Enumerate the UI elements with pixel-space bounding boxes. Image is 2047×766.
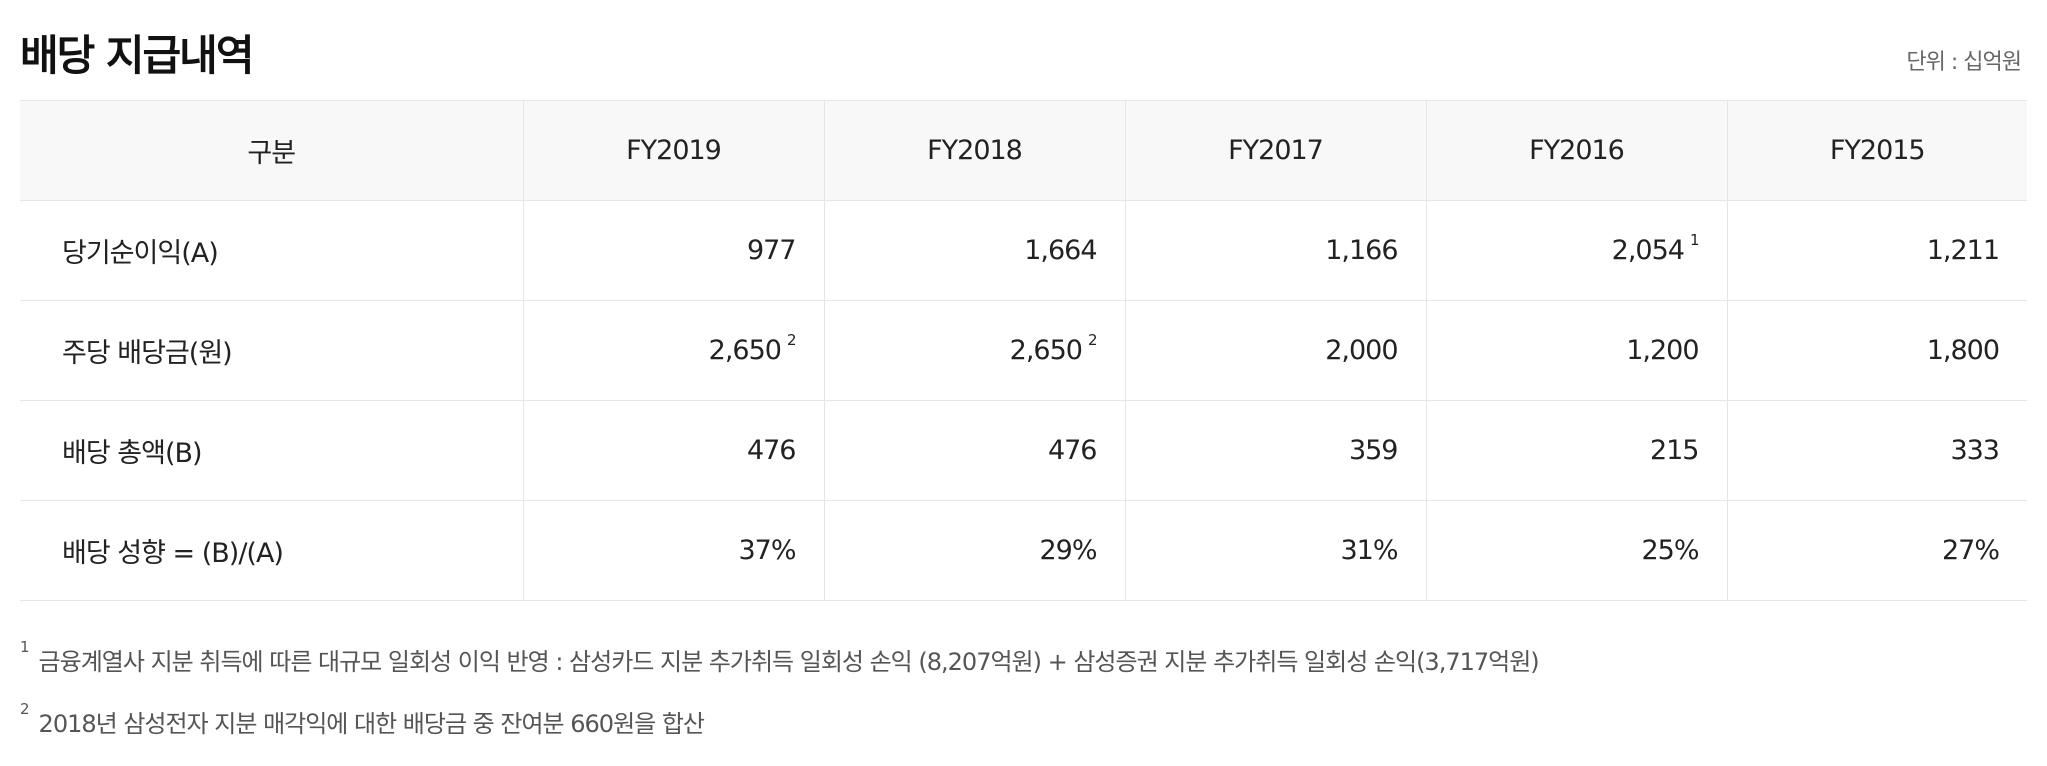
column-header: FY2018 [823, 100, 1125, 201]
column-header: FY2017 [1124, 100, 1426, 201]
table-cell: 1,664 [823, 200, 1125, 301]
cell-value: 27% [1941, 535, 2000, 566]
table-cell: 1,211 [1726, 200, 2027, 301]
cell-value: 1,664 [1024, 235, 1097, 266]
table-row: 배당 성향 = (B)/(A) 37% 29% 31% 25% 27% [20, 500, 2027, 601]
column-header: FY2016 [1425, 100, 1727, 201]
column-header: FY2019 [522, 100, 824, 201]
footnote-ref: 2 [1087, 331, 1097, 349]
table-cell: 2,650 2 [823, 300, 1125, 401]
cell-value: 31% [1340, 535, 1398, 566]
table-cell: 476 [522, 400, 824, 501]
table-cell: 2,000 [1124, 300, 1426, 401]
cell-value: 1,200 [1626, 335, 1699, 366]
cell-value: 333 [1950, 435, 2000, 466]
footnote-ref: 2 [786, 331, 796, 349]
cell-value: 2,650 [1009, 335, 1083, 366]
table-cell: 2,054 1 [1425, 200, 1727, 301]
cell-value: 1,211 [1926, 235, 2000, 266]
table-cell: 1,166 [1124, 200, 1426, 301]
cell-value: 2,000 [1325, 335, 1398, 366]
table-cell: 2,650 2 [522, 300, 824, 401]
table-row: 배당 총액(B) 476 476 359 215 333 [20, 400, 2027, 501]
table-header-row: 구분 FY2019 FY2018 FY2017 FY2016 FY2015 [20, 100, 2027, 201]
footnote-mark: 2 [20, 700, 29, 718]
footnote-text: 2018년 삼성전자 지분 매각익에 대한 배당금 중 잔여분 660원을 합산 [38, 710, 705, 738]
table-cell: 359 [1124, 400, 1426, 501]
cell-value: 37% [738, 535, 796, 566]
table-cell: 25% [1425, 500, 1727, 601]
table-cell: 1,800 [1726, 300, 2027, 401]
unit-label: 단위 : 십억원 [1906, 50, 2022, 75]
cell-value: 1,166 [1325, 235, 1398, 266]
cell-value: 1,800 [1926, 335, 2000, 366]
cell-value: 29% [1039, 535, 1097, 566]
table-cell: 29% [823, 500, 1125, 601]
table-cell: 37% [522, 500, 824, 601]
cell-value: 215 [1649, 435, 1700, 466]
row-label: 배당 성향 = (B)/(A) [20, 500, 523, 601]
table-row: 당기순이익(A) 977 1,664 1,166 2,054 1 1,211 [20, 200, 2027, 301]
table-cell: 476 [823, 400, 1125, 501]
dividend-table: 구분 FY2019 FY2018 FY2017 FY2016 FY2015 당기… [20, 100, 2027, 601]
row-label: 당기순이익(A) [20, 200, 523, 301]
column-header: FY2015 [1726, 100, 2027, 201]
footnote-ref: 1 [1689, 231, 1699, 249]
cell-value: 359 [1348, 435, 1399, 466]
footnotes: 1 금융계열사 지분 취득에 따른 대규모 일회성 이익 반영 : 삼성카드 지분… [20, 638, 1540, 766]
cell-value: 476 [1047, 435, 1098, 466]
footnote-text: 금융계열사 지분 취득에 따른 대규모 일회성 이익 반영 : 삼성카드 지분 … [38, 648, 1540, 676]
row-label: 배당 총액(B) [20, 400, 523, 501]
footnote-mark: 1 [20, 638, 29, 656]
footnote: 2 2018년 삼성전자 지분 매각익에 대한 배당금 중 잔여분 660원을 합… [20, 700, 1539, 739]
footnote: 1 금융계열사 지분 취득에 따른 대규모 일회성 이익 반영 : 삼성카드 지분… [20, 638, 1540, 677]
table-row: 주당 배당금(원) 2,650 2 2,650 2 2,000 1,200 1,80… [20, 300, 2027, 401]
column-header: 구분 [20, 100, 523, 201]
page-title: 배당 지급내역 [20, 31, 254, 80]
table-cell: 27% [1726, 500, 2027, 601]
cell-value: 2,054 [1611, 235, 1685, 266]
cell-value: 476 [746, 435, 797, 466]
table-cell: 31% [1124, 500, 1426, 601]
cell-value: 25% [1641, 535, 1699, 566]
cell-value: 977 [746, 235, 797, 266]
table-cell: 1,200 [1425, 300, 1727, 401]
table-cell: 333 [1726, 400, 2027, 501]
table-cell: 215 [1425, 400, 1727, 501]
table-cell: 977 [522, 200, 824, 301]
cell-value: 2,650 [708, 335, 782, 366]
row-label: 주당 배당금(원) [20, 300, 523, 401]
